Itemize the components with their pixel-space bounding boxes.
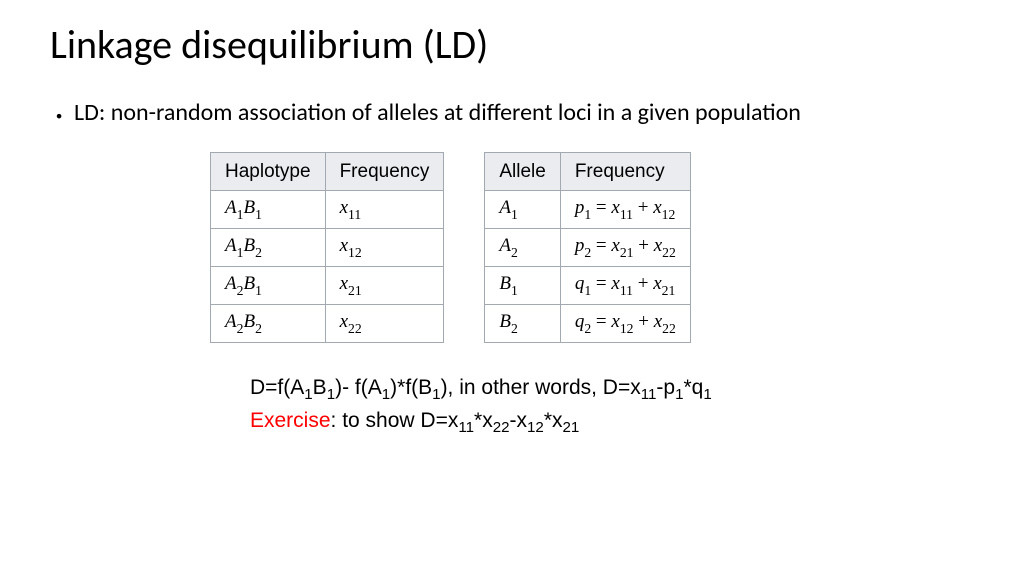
allele-table: Allele Frequency A1 p1 = x11 + x12 A2 p2… (484, 152, 690, 343)
table-row: A2B1 x21 (211, 267, 444, 305)
allele-cell: A1 (485, 191, 560, 229)
table-row: A1B2 x12 (211, 229, 444, 267)
hap-cell: A2B1 (211, 267, 326, 305)
allele-freq-cell: q1 = x11 + x21 (560, 267, 690, 305)
table-header-row: Haplotype Frequency (211, 153, 444, 191)
hap-header-1: Haplotype (211, 153, 326, 191)
haplotype-table: Haplotype Frequency A1B1 x11 A1B2 x12 A2… (210, 152, 444, 343)
formula-line-2: Exercise: to show D=x11*x22-x12*x21 (250, 406, 984, 439)
allele-freq-cell: p2 = x21 + x22 (560, 229, 690, 267)
table-header-row: Allele Frequency (485, 153, 690, 191)
exercise-label: Exercise (250, 409, 331, 432)
hap-cell: A1B1 (211, 191, 326, 229)
allele-cell: B1 (485, 267, 560, 305)
hap-cell: A2B2 (211, 305, 326, 343)
hap-header-2: Frequency (325, 153, 444, 191)
allele-cell: A2 (485, 229, 560, 267)
table-row: B1 q1 = x11 + x21 (485, 267, 690, 305)
table-row: A1 p1 = x11 + x12 (485, 191, 690, 229)
freq-cell: x21 (325, 267, 444, 305)
hap-cell: A1B2 (211, 229, 326, 267)
formula-line-1: D=f(A1B1)- f(A1)*f(B1), in other words, … (250, 373, 984, 406)
freq-cell: x11 (325, 191, 444, 229)
table-row: A2 p2 = x21 + x22 (485, 229, 690, 267)
allele-cell: B2 (485, 305, 560, 343)
tables-container: Haplotype Frequency A1B1 x11 A1B2 x12 A2… (210, 152, 984, 343)
freq-cell: x22 (325, 305, 444, 343)
table-row: A1B1 x11 (211, 191, 444, 229)
formula-block: D=f(A1B1)- f(A1)*f(B1), in other words, … (250, 373, 984, 439)
slide-title: Linkage disequilibrium (LD) (50, 20, 984, 69)
bullet-text: LD: non-random association of alleles at… (74, 97, 801, 128)
table-row: B2 q2 = x12 + x22 (485, 305, 690, 343)
bullet-item: ● LD: non-random association of alleles … (50, 97, 984, 128)
allele-freq-cell: q2 = x12 + x22 (560, 305, 690, 343)
bullet-dot-icon: ● (56, 109, 62, 122)
allele-freq-cell: p1 = x11 + x12 (560, 191, 690, 229)
allele-header-2: Frequency (560, 153, 690, 191)
table-row: A2B2 x22 (211, 305, 444, 343)
freq-cell: x12 (325, 229, 444, 267)
allele-header-1: Allele (485, 153, 560, 191)
